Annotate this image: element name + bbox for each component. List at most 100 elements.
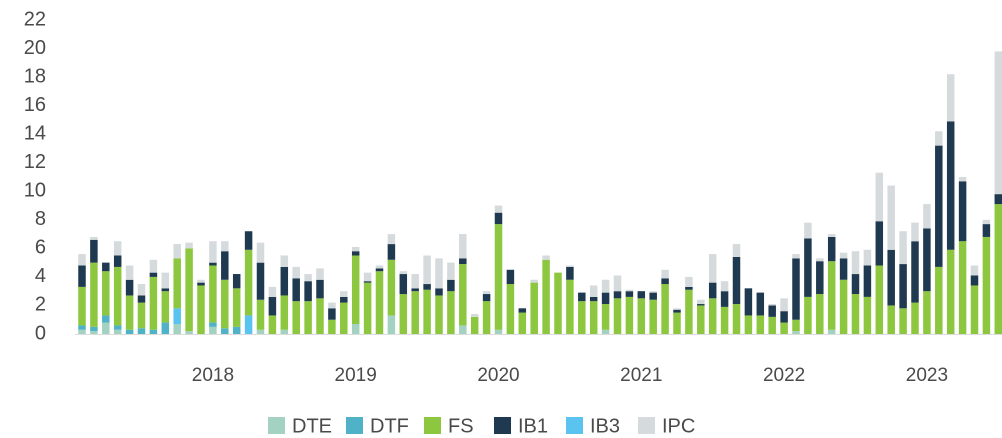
bar-segment	[256, 242, 265, 263]
bar-segment	[780, 298, 788, 312]
bar-segment	[554, 272, 562, 334]
legend-swatch	[424, 417, 441, 434]
bar-segment	[863, 296, 872, 334]
bar-segment	[911, 222, 919, 242]
bar-segment	[625, 289, 634, 292]
bar-segment	[708, 282, 717, 299]
bar-segment	[351, 251, 360, 256]
bar-segment	[161, 322, 170, 334]
bar-segment	[625, 291, 634, 297]
bar-segment	[459, 234, 467, 259]
bar-segment	[649, 299, 657, 334]
bar-segment	[851, 274, 860, 295]
y-tick-label: 16	[24, 94, 46, 116]
bar-segment	[351, 324, 360, 334]
bar-segment	[839, 258, 848, 280]
bar-segment	[780, 311, 788, 323]
bar-segment	[316, 298, 324, 334]
bar-segment	[899, 231, 907, 265]
x-tick-label: 2018	[192, 365, 234, 386]
bar-segment	[887, 185, 895, 250]
bar-segment	[946, 249, 955, 334]
bar-segment	[566, 266, 574, 280]
bar-segment	[328, 302, 336, 309]
bar-segment	[90, 236, 98, 240]
bar-segment	[185, 248, 193, 332]
bar-segment	[221, 241, 229, 252]
bar-segment	[292, 301, 300, 334]
bar-segment	[875, 265, 884, 334]
bar-segment	[494, 329, 503, 334]
bar-segment	[304, 281, 312, 302]
bar-segment	[268, 286, 277, 297]
y-tick-label: 8	[35, 208, 46, 230]
bar-segment	[316, 268, 324, 280]
bar-segment	[102, 262, 110, 272]
bar-segment	[125, 265, 134, 280]
legend-label: IB3	[590, 415, 620, 437]
bar-segment	[149, 272, 158, 277]
bar-segment	[982, 236, 991, 334]
bar-segment	[768, 304, 776, 306]
bar-segment	[935, 131, 943, 146]
bar-segment	[970, 285, 979, 334]
bar-segment	[649, 292, 657, 300]
bar-segment	[768, 316, 776, 334]
bar-segment	[697, 305, 705, 334]
x-tick-label: 2021	[620, 365, 662, 386]
bar-segment	[78, 254, 86, 266]
bar-segment	[685, 286, 693, 290]
bar-segment	[685, 276, 693, 287]
bar-segment	[161, 291, 170, 323]
bar-segment	[185, 242, 193, 249]
bar-segment	[542, 255, 550, 260]
bar-segment	[708, 254, 717, 283]
bar-segment	[566, 265, 574, 267]
y-tick-label: 4	[35, 265, 46, 287]
bar-segment	[732, 244, 741, 257]
bar-segment	[113, 241, 122, 256]
bar-segment	[601, 304, 610, 330]
bar-segment	[137, 284, 146, 296]
bar-segment	[613, 298, 622, 334]
bar-segment	[875, 221, 884, 266]
bar-segment	[232, 288, 241, 327]
bar-segment	[340, 302, 348, 334]
bar-segment	[804, 296, 812, 334]
bar-segment	[482, 301, 491, 334]
bar-segment	[102, 271, 110, 316]
bar-segment	[601, 329, 610, 334]
bar-segment	[316, 279, 324, 299]
bar-segment	[280, 255, 289, 267]
bar-segment	[113, 255, 122, 267]
bar-segment	[411, 288, 419, 292]
bar-segment	[661, 278, 669, 285]
bar-segment	[399, 274, 408, 295]
bar-segment	[232, 274, 241, 289]
bar-segment	[899, 308, 907, 334]
bar-segment	[280, 266, 289, 296]
bar-segment	[78, 325, 86, 330]
bar-segment	[661, 284, 669, 334]
bar-segment	[827, 234, 836, 237]
legend-swatch	[268, 417, 285, 434]
bar-segment	[982, 219, 991, 225]
bar-segment	[435, 295, 443, 334]
bar-segment	[530, 282, 538, 334]
bar-segment	[209, 262, 217, 266]
bar-segment	[399, 271, 408, 275]
bar-segment	[256, 329, 265, 334]
bar-segment	[447, 291, 455, 334]
bar-segment	[589, 301, 598, 334]
bar-segment	[613, 275, 622, 292]
bar-segment	[708, 298, 717, 334]
bar-segment	[768, 305, 776, 317]
bar-segment	[958, 181, 967, 242]
bar-segment	[161, 288, 170, 292]
bar-segment	[244, 249, 253, 316]
bar-segment	[90, 239, 98, 263]
bar-segment	[375, 268, 384, 272]
bar-segment	[958, 241, 967, 334]
x-tick-label: 2023	[906, 365, 948, 386]
